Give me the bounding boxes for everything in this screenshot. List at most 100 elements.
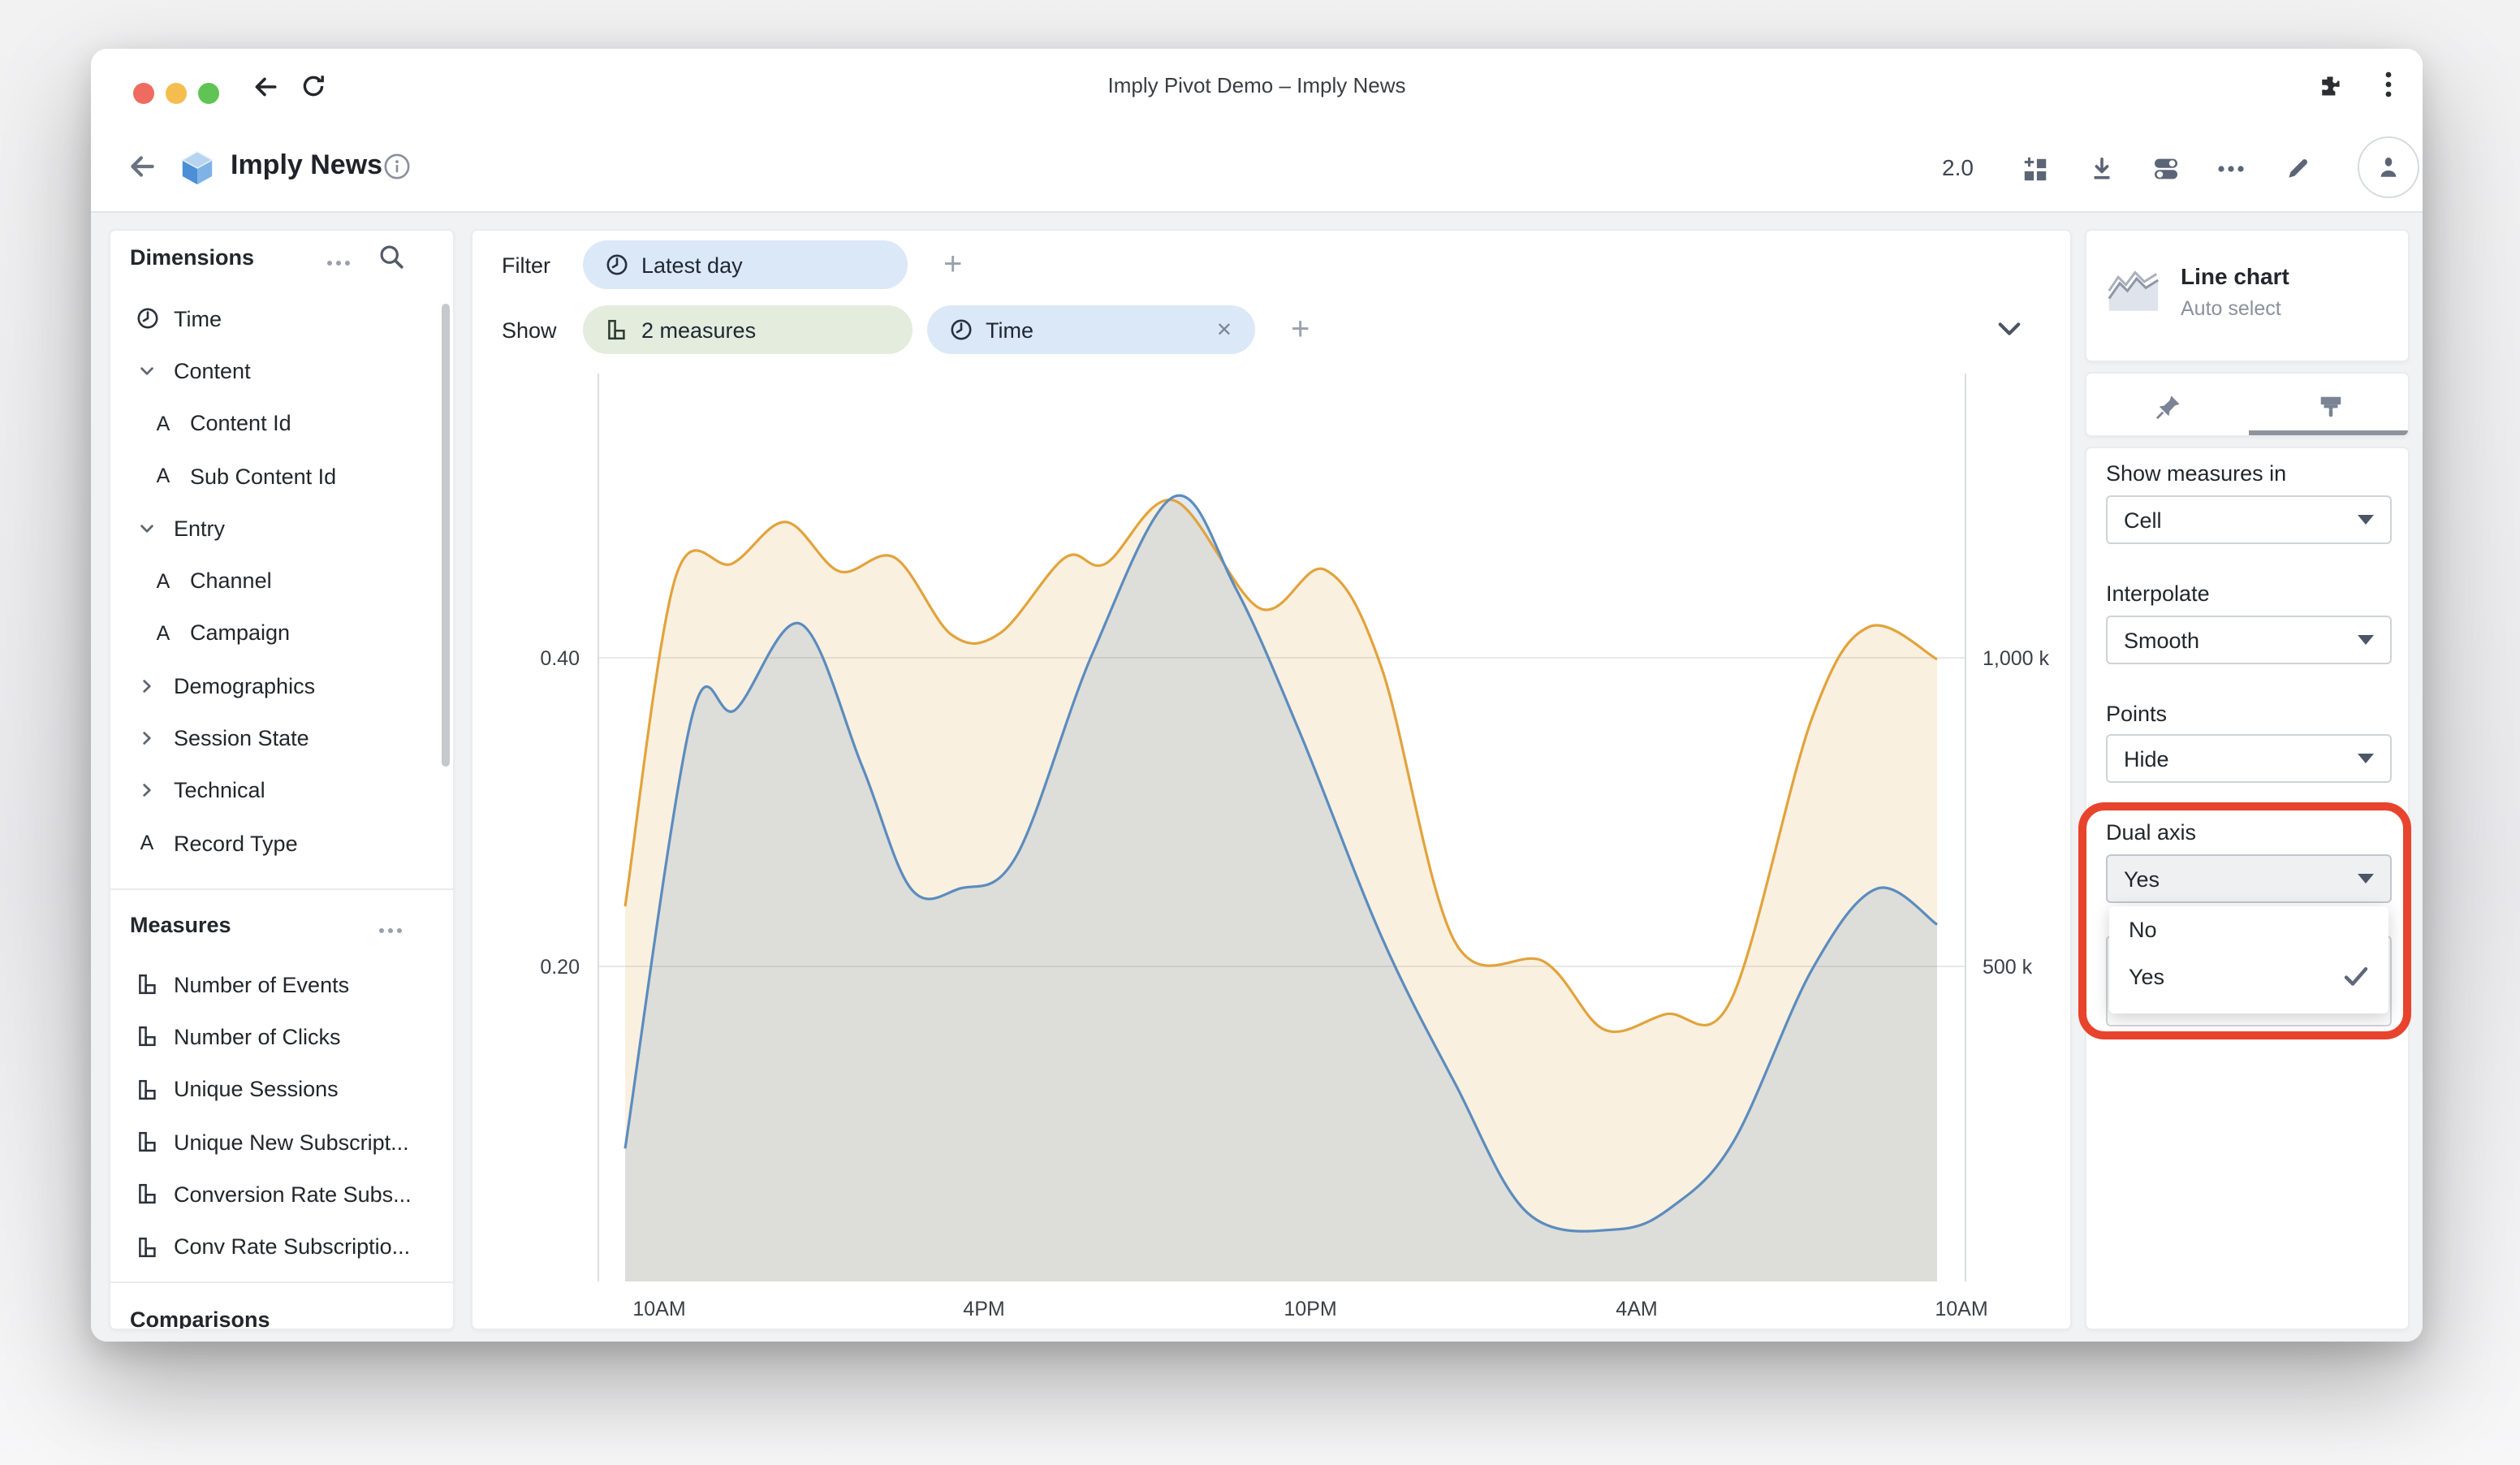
view-options-button[interactable] [2148, 151, 2184, 187]
line-chart-icon [2106, 270, 2161, 318]
pencil-icon [2285, 156, 2311, 182]
search-icon [378, 244, 404, 270]
tab-pinned[interactable] [2086, 374, 2249, 437]
dimension-item-label: Sub Content Id [190, 464, 349, 488]
app-back-button[interactable] [127, 151, 158, 182]
measure-icon [135, 972, 159, 996]
filter-pill-label: Latest day [641, 253, 743, 277]
show-pill-time[interactable]: Time ✕ [927, 305, 1255, 354]
dimension-item-record-type[interactable]: ARecord Type [110, 817, 453, 870]
line-chart[interactable]: 0.400.201,000 k500 k10AM4PM10PM4AM10AM [472, 364, 2073, 1332]
dimension-item-technical[interactable]: Technical [110, 764, 453, 817]
desktop-background: Imply Pivot Demo – Imply News Imply News… [0, 0, 2520, 1465]
comparisons-header[interactable]: Comparisons [130, 1303, 270, 1330]
measure-item-unique-new-subscript[interactable]: Unique New Subscript... [110, 1116, 453, 1169]
show-pill-measures[interactable]: 2 measures [583, 305, 913, 354]
chevron-right-icon [135, 673, 159, 698]
measure-item-conversion-rate-subs[interactable]: Conversion Rate Subs... [110, 1168, 453, 1221]
browser-extensions-button[interactable] [2315, 71, 2345, 101]
interpolate-select[interactable]: Smooth [2106, 616, 2392, 664]
points-value: Hide [2124, 746, 2169, 771]
filter-pill-latest-day[interactable]: Latest day [583, 240, 908, 289]
dual-axis-select[interactable]: Yes [2106, 854, 2392, 903]
dimension-item-label: Demographics [174, 673, 328, 698]
dimension-item-sub-content-id[interactable]: ASub Content Id [110, 450, 453, 503]
x-axis-tick-label: 4PM [963, 1298, 1004, 1320]
chart-type-card[interactable]: Line chart Auto select [2085, 229, 2410, 362]
sidebar-scrollbar[interactable] [442, 304, 450, 767]
grid-plus-icon [2021, 155, 2048, 183]
dimension-item-content[interactable]: Content [110, 345, 453, 398]
measure-item-conv-rate-subscriptio[interactable]: Conv Rate Subscriptio... [110, 1221, 453, 1273]
dimension-item-content-id[interactable]: AContent Id [110, 397, 453, 450]
show-measures-in-value: Cell [2124, 508, 2162, 532]
download-button[interactable] [2083, 151, 2119, 187]
measure-icon [135, 1182, 159, 1207]
datacube-title: Imply News [231, 149, 382, 182]
remove-time-button[interactable]: ✕ [1216, 318, 1232, 341]
dimension-item-session-state[interactable]: Session State [110, 712, 453, 765]
settings-panel: Line chart Auto select Show measures in [2085, 229, 2410, 1330]
dimension-item-campaign[interactable]: ACampaign [110, 607, 453, 660]
x-axis-tick-label: 10PM [1284, 1298, 1336, 1320]
more-options-button[interactable] [2213, 151, 2249, 187]
chevron-down-icon [135, 359, 159, 383]
chart-type-title: Line chart [2181, 263, 2289, 289]
dimension-item-demographics[interactable]: Demographics [110, 659, 453, 712]
clock-icon [950, 318, 973, 341]
dimension-item-entry[interactable]: Entry [110, 502, 453, 555]
sidebar: Dimensions TimeContentAContent IdASub Co… [109, 229, 455, 1330]
measure-item-unique-sessions[interactable]: Unique Sessions [110, 1063, 453, 1116]
info-button[interactable] [383, 153, 411, 180]
dimension-item-time[interactable]: Time [110, 292, 453, 345]
edit-button[interactable] [2280, 151, 2315, 187]
dimensions-more-button[interactable] [326, 250, 352, 276]
caret-down-icon [2358, 635, 2374, 645]
dimensions-header: Dimensions [130, 240, 254, 273]
pushpin-icon [2154, 392, 2181, 420]
imply-cube-logo [179, 149, 216, 187]
timezone-offset-label[interactable]: 2.0 [1942, 154, 1974, 180]
right-axis-tick-label: 500 k [1983, 956, 2033, 979]
measures-more-button[interactable] [378, 918, 404, 944]
show-label: Show [502, 318, 583, 342]
measure-item-label: Number of Events [174, 972, 362, 996]
dropdown-option-no[interactable]: No [2109, 906, 2388, 953]
dropdown-option-yes[interactable]: Yes [2109, 953, 2388, 1000]
add-filter-button[interactable]: + [943, 246, 962, 283]
left-axis-tick-label: 0.40 [540, 647, 580, 670]
ellipsis-icon [378, 927, 403, 934]
time-pill-label: Time [986, 318, 1033, 342]
add-show-button[interactable]: + [1291, 311, 1310, 348]
dual-axis-dropdown-menu: NoYes [2109, 906, 2388, 1013]
check-icon [2343, 966, 2369, 987]
dimensions-search-button[interactable] [378, 244, 408, 273]
measure-item-label: Unique Sessions [174, 1077, 352, 1101]
toggles-icon [2151, 154, 2181, 184]
browser-tab-title: Imply Pivot Demo – Imply News [91, 49, 2423, 122]
chevron-down-icon [1997, 322, 2022, 336]
tab-style[interactable] [2249, 374, 2410, 437]
dimension-item-channel[interactable]: AChannel [110, 555, 453, 607]
show-measures-in-select[interactable]: Cell [2106, 495, 2392, 544]
points-select[interactable]: Hide [2106, 734, 2392, 783]
user-menu-button[interactable] [2358, 136, 2419, 198]
dual-axis-value: Yes [2124, 866, 2160, 891]
collapse-header-button[interactable] [1997, 322, 2022, 336]
user-avatar-icon [2374, 153, 2403, 182]
caret-down-icon [2358, 754, 2374, 763]
letter-a-icon: A [151, 621, 175, 646]
chevron-right-icon [135, 779, 159, 803]
chart-type-subtitle: Auto select [2181, 297, 2281, 320]
measure-item-number-of-clicks[interactable]: Number of Clicks [110, 1011, 453, 1064]
measure-item-number-of-events[interactable]: Number of Events [110, 958, 453, 1011]
browser-menu-button[interactable] [2374, 70, 2403, 99]
interpolate-label: Interpolate [2106, 581, 2210, 611]
dimension-item-label: Technical [174, 779, 278, 803]
show-row: Show 2 measures Time ✕ + [472, 302, 2070, 357]
add-to-dashboard-button[interactable] [2017, 151, 2052, 187]
chevron-right-icon [135, 726, 159, 750]
letter-a-icon: A [151, 568, 175, 593]
measure-icon [135, 1077, 159, 1101]
points-label: Points [2106, 702, 2167, 731]
